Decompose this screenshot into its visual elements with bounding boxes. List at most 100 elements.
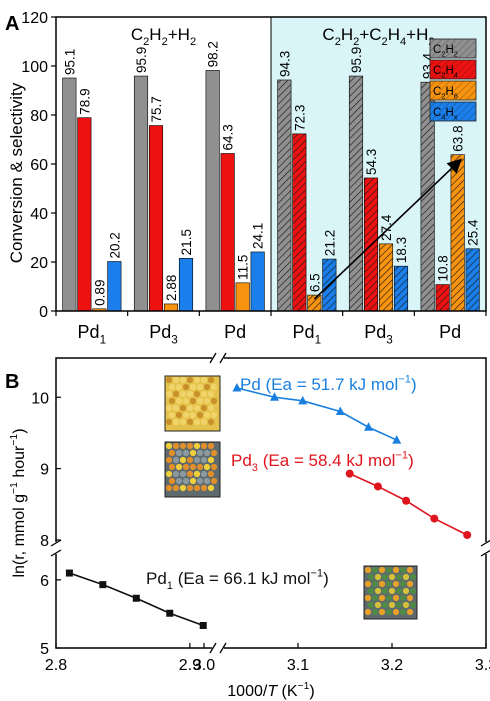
atom [186,442,194,450]
atom [378,594,386,602]
data-point [132,594,140,602]
atom [200,442,208,450]
atom [399,580,407,588]
bar-value-label: 98.2 [206,41,221,67]
atom [165,470,173,478]
axis-break [480,539,490,547]
series-labels: Pd1 (Ea = 66.1 kJ mol−1) Pd3 (Ea = 58.4 k… [146,373,417,592]
atom [367,573,375,581]
bar [133,75,149,312]
x-tick-label: 2.8 [45,657,67,674]
bar-value-label: 0.89 [92,280,107,306]
axis-break [209,642,217,654]
data-point [65,569,73,577]
atom [200,470,208,478]
bar-value-label: 11.5 [236,255,251,280]
atom [395,573,403,581]
atom [364,566,372,574]
bar-value-label: 95.9 [349,47,364,73]
atom [409,587,417,595]
atom [210,477,218,485]
atom [182,397,190,405]
atom [196,463,204,471]
x-tick-label: Pd1 [78,322,107,346]
legend: C2H2 C2H4 C2H6 C4Hx [429,38,477,121]
legend-swatch-hatch [430,39,476,58]
atom [193,470,201,478]
atom [207,418,215,426]
atom [168,411,176,419]
atom [207,484,215,492]
bar-value-label: 72.3 [292,105,307,131]
atom [402,601,410,609]
data-point [463,531,472,540]
bar [62,77,77,312]
atom [186,484,194,492]
data-point [392,435,402,444]
atom [193,404,201,412]
x-tick-label: 3.3 [475,657,490,674]
bar [235,282,250,312]
atom [200,484,208,492]
atom [196,397,204,405]
atom [381,601,389,609]
atom [399,566,407,574]
atom [371,594,379,602]
atom [392,594,400,602]
atom [179,470,187,478]
axis-break [219,352,227,364]
y-tick-label: 8 [40,533,49,550]
atom [399,608,407,616]
atom [179,484,187,492]
atom [172,442,180,450]
fit-line [236,387,398,441]
atom [186,456,194,464]
atom [168,383,176,391]
data-point [232,382,242,392]
x-tick-label: 3.2 [381,657,403,674]
atom [399,594,407,602]
atom [175,477,183,485]
atom [179,404,187,412]
atom [186,390,194,398]
axis-break [480,549,490,557]
atom [364,594,372,602]
bar-value-label: 27.4 [379,214,394,241]
atom [406,608,414,616]
atom [193,390,201,398]
x-tick-label: 2.9 [179,657,201,674]
legend-label: C4Hx [433,107,458,121]
bar-value-label: 78.9 [77,88,92,114]
atom [364,608,372,616]
atom [210,449,218,457]
bar-value-label: 20.2 [107,232,122,258]
bar-value-label: 10.8 [436,255,451,281]
atom [175,463,183,471]
atom [165,390,173,398]
atom [378,608,386,616]
atom [402,587,410,595]
atom [409,601,417,609]
bar-hatch [465,248,480,311]
atom [207,442,215,450]
bar-value-label: 95.9 [134,47,149,73]
atom [371,566,379,574]
atom [367,601,375,609]
panel-b-scatter-chart: 5 6 8 9 10 2.8 2.93.0 3.1 3.2 3.3 1000/T (K−1) ln(r… [5,352,490,700]
axes: 5 6 8 9 10 2.8 2.93.0 3.1 3.2 3.3 1000/T (K−1) ln(r… [9,352,490,700]
atom [168,477,176,485]
y-tick-label: 60 [30,157,48,174]
y-tick-label: 10 [31,390,49,407]
atom [196,411,204,419]
atom [186,418,194,426]
y-axis-label: ln(r, mmol g−1 hour−1) [9,428,28,577]
axis-break [50,549,62,557]
bar-value-label: 18.3 [394,237,409,263]
atom [395,587,403,595]
axis-break-gap [481,542,490,554]
x-tick-label: Pd1 [293,322,322,346]
bar-value-label: 6.5 [307,273,322,292]
atom [168,449,176,457]
atom [196,383,204,391]
